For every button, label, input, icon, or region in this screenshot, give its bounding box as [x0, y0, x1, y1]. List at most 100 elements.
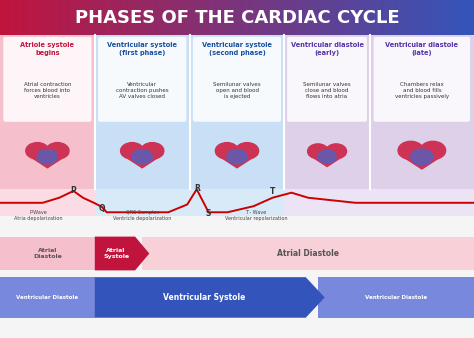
- Text: Q: Q: [99, 204, 105, 213]
- Bar: [297, 0, 299, 35]
- Bar: [6, 0, 8, 35]
- Bar: [90, 0, 91, 35]
- Bar: [446, 0, 447, 35]
- Bar: [376, 0, 378, 35]
- Bar: [228, 0, 229, 35]
- Bar: [35, 0, 36, 35]
- Bar: [0, 277, 95, 318]
- Bar: [127, 0, 128, 35]
- Bar: [314, 0, 316, 35]
- Bar: [51, 0, 52, 35]
- Bar: [95, 0, 96, 35]
- Bar: [436, 0, 438, 35]
- Text: Atrial
Diastole: Atrial Diastole: [33, 248, 62, 259]
- Bar: [89, 0, 90, 35]
- Bar: [182, 0, 183, 35]
- Bar: [58, 0, 60, 35]
- Bar: [469, 0, 471, 35]
- Bar: [18, 0, 19, 35]
- Bar: [308, 0, 310, 35]
- Bar: [87, 0, 89, 35]
- Bar: [452, 0, 454, 35]
- Bar: [54, 0, 55, 35]
- Bar: [198, 0, 199, 35]
- Bar: [110, 0, 112, 35]
- Bar: [265, 0, 267, 35]
- Bar: [284, 35, 370, 189]
- Bar: [242, 0, 243, 35]
- Bar: [177, 0, 179, 35]
- Bar: [150, 0, 152, 35]
- Text: P-Wave
Atria depolarization: P-Wave Atria depolarization: [14, 210, 62, 221]
- Bar: [321, 0, 322, 35]
- Bar: [190, 35, 284, 189]
- Bar: [204, 0, 205, 35]
- Bar: [11, 0, 13, 35]
- Bar: [153, 0, 155, 35]
- Bar: [217, 0, 218, 35]
- Bar: [307, 0, 308, 35]
- Bar: [210, 0, 212, 35]
- Bar: [435, 0, 436, 35]
- Bar: [449, 0, 450, 35]
- Bar: [122, 0, 123, 35]
- Bar: [243, 0, 245, 35]
- Bar: [352, 0, 354, 35]
- Bar: [115, 0, 117, 35]
- Text: QRS Complex
Ventricle depolarization: QRS Complex Ventricle depolarization: [113, 210, 172, 221]
- Bar: [16, 0, 18, 35]
- Bar: [318, 277, 474, 318]
- Circle shape: [326, 144, 346, 159]
- Bar: [370, 0, 371, 35]
- Bar: [428, 0, 430, 35]
- Bar: [171, 0, 172, 35]
- Bar: [60, 0, 62, 35]
- Bar: [104, 0, 106, 35]
- Bar: [219, 0, 221, 35]
- Bar: [71, 0, 73, 35]
- Bar: [63, 0, 65, 35]
- Bar: [338, 0, 340, 35]
- Bar: [300, 0, 302, 35]
- Bar: [103, 0, 104, 35]
- Bar: [441, 0, 442, 35]
- Bar: [354, 0, 356, 35]
- Bar: [283, 0, 284, 35]
- Bar: [68, 0, 70, 35]
- Bar: [311, 0, 313, 35]
- Bar: [27, 0, 28, 35]
- Bar: [24, 0, 25, 35]
- Bar: [161, 0, 163, 35]
- Bar: [463, 0, 465, 35]
- Bar: [455, 0, 456, 35]
- Circle shape: [308, 144, 328, 159]
- Bar: [93, 0, 95, 35]
- Bar: [362, 0, 364, 35]
- Bar: [125, 0, 127, 35]
- Bar: [128, 0, 129, 35]
- Bar: [175, 0, 177, 35]
- Bar: [430, 0, 431, 35]
- Bar: [262, 0, 264, 35]
- Bar: [180, 0, 182, 35]
- Bar: [364, 0, 365, 35]
- Bar: [84, 0, 85, 35]
- Bar: [412, 0, 414, 35]
- Bar: [387, 0, 389, 35]
- Bar: [326, 0, 327, 35]
- Bar: [137, 0, 139, 35]
- Bar: [19, 0, 20, 35]
- Bar: [248, 0, 250, 35]
- Bar: [269, 0, 270, 35]
- Bar: [202, 0, 204, 35]
- Bar: [169, 0, 171, 35]
- Bar: [190, 0, 191, 35]
- Bar: [3, 0, 5, 35]
- Bar: [420, 0, 422, 35]
- Bar: [284, 0, 286, 35]
- Bar: [276, 0, 278, 35]
- Bar: [221, 0, 223, 35]
- Bar: [136, 0, 137, 35]
- Circle shape: [132, 149, 152, 164]
- Bar: [398, 0, 400, 35]
